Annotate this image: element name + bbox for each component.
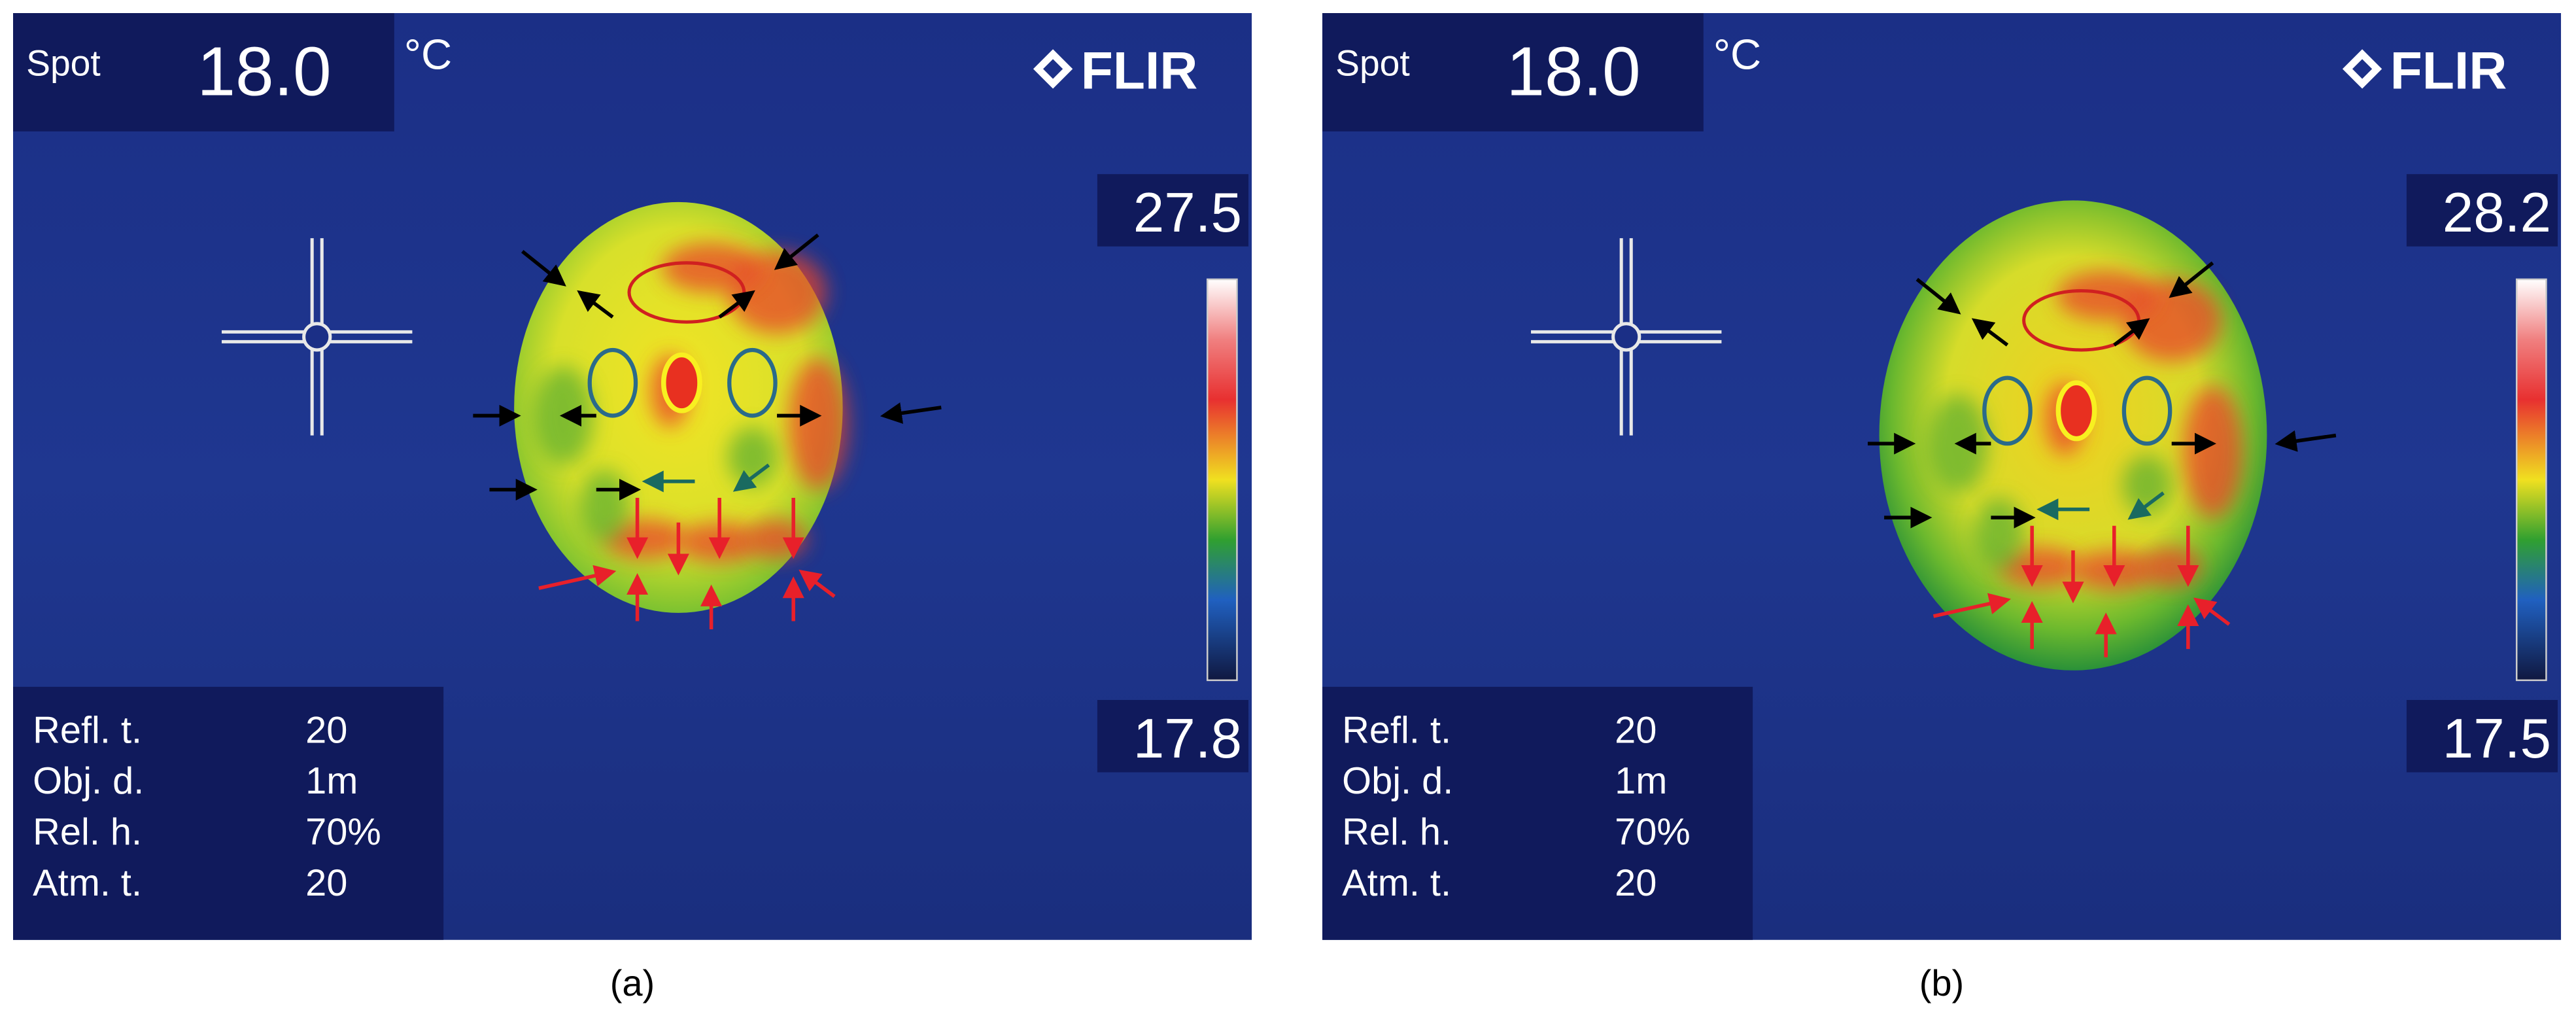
thermal-panel: Spot 18.0 °C FLIR 28.2 17.5 Refl. t. 20 Obj. d. 1… bbox=[1322, 13, 2562, 940]
scale-min: 17.8 bbox=[1133, 708, 1242, 770]
param-value: 20 bbox=[305, 709, 347, 751]
annotation-arrow bbox=[2275, 430, 2337, 452]
oval-marker bbox=[2121, 375, 2172, 446]
spot-unit: °C bbox=[404, 30, 452, 78]
hot-spot bbox=[2142, 547, 2201, 587]
annotation-arrow bbox=[577, 290, 614, 319]
spot-label: Spot bbox=[1335, 43, 1410, 83]
annotation-arrow bbox=[799, 569, 836, 598]
spot-box bbox=[1322, 13, 1704, 131]
brand-name: FLIR bbox=[1081, 42, 1198, 101]
scale-min-box bbox=[2406, 700, 2558, 773]
spot-value: 18.0 bbox=[1506, 33, 1640, 111]
oval-marker bbox=[2055, 380, 2097, 442]
param-label: Refl. t. bbox=[1342, 709, 1451, 751]
brand-name: FLIR bbox=[2390, 42, 2507, 101]
params-box bbox=[13, 686, 444, 940]
hot-spot bbox=[662, 243, 761, 293]
crosshair-center bbox=[1611, 322, 1641, 352]
color-scale-bar bbox=[2515, 278, 2547, 682]
param-label: Refl. t. bbox=[33, 709, 142, 751]
oval-marker bbox=[1982, 375, 2033, 446]
spot-unit: °C bbox=[1713, 30, 1761, 78]
scale-min-box bbox=[1097, 700, 1249, 773]
hot-spot bbox=[2183, 386, 2242, 518]
annotation-arrow bbox=[521, 250, 566, 287]
annotation-arrow bbox=[2193, 597, 2231, 626]
crosshair-center bbox=[302, 322, 332, 352]
oval-marker bbox=[727, 347, 778, 418]
param-value: 20 bbox=[305, 862, 347, 904]
hot-spot bbox=[2056, 271, 2155, 321]
panel-caption: (b) bbox=[1919, 962, 1964, 1003]
annotation-arrow bbox=[1971, 318, 2009, 347]
cool-spot bbox=[579, 470, 630, 542]
param-label: Atm. t. bbox=[33, 862, 142, 904]
scale-max-box bbox=[1097, 174, 1249, 247]
annotation-arrow bbox=[732, 463, 770, 492]
scale-max-box bbox=[2406, 174, 2558, 247]
cool-spot bbox=[1974, 498, 2024, 570]
param-label: Rel. h. bbox=[1342, 811, 1451, 853]
annotation-arrow bbox=[774, 233, 819, 270]
param-value: 20 bbox=[1615, 709, 1657, 751]
oval-marker bbox=[587, 347, 638, 418]
annotation-arrow bbox=[1915, 277, 1961, 315]
param-label: Obj. d. bbox=[33, 760, 144, 802]
scale-max: 27.5 bbox=[1133, 182, 1242, 244]
brand-logo bbox=[2342, 49, 2382, 89]
annotation-arrow bbox=[2113, 318, 2150, 347]
annotation-arrow bbox=[538, 565, 617, 590]
scale-max: 28.2 bbox=[2443, 182, 2551, 244]
annotation-arrow bbox=[2127, 491, 2165, 520]
annotation-arrow bbox=[1932, 593, 2011, 618]
hot-spot bbox=[747, 519, 807, 559]
color-scale-bar bbox=[1206, 278, 1238, 682]
param-value: 1m bbox=[1615, 760, 1667, 802]
params-box bbox=[1322, 686, 1753, 940]
spot-box bbox=[13, 13, 394, 131]
oval-marker bbox=[661, 352, 702, 413]
param-value: 70% bbox=[305, 811, 381, 853]
param-value: 1m bbox=[305, 760, 358, 802]
thermal-panel: Spot 18.0 °C FLIR 27.5 17.8 Refl. t. 20 Obj. d. 1… bbox=[13, 13, 1252, 940]
param-label: Atm. t. bbox=[1342, 862, 1451, 904]
param-value: 70% bbox=[1615, 811, 1691, 853]
annotation-arrow bbox=[718, 290, 755, 319]
param-label: Obj. d. bbox=[1342, 760, 1453, 802]
panel-caption: (a) bbox=[610, 962, 655, 1003]
spot-value: 18.0 bbox=[197, 33, 331, 111]
scale-min: 17.5 bbox=[2443, 708, 2551, 770]
spot-label: Spot bbox=[26, 43, 101, 83]
param-value: 20 bbox=[1615, 862, 1657, 904]
annotation-arrow bbox=[880, 402, 942, 424]
param-label: Rel. h. bbox=[33, 811, 142, 853]
hot-spot bbox=[788, 358, 848, 490]
annotation-arrow bbox=[2169, 261, 2214, 298]
